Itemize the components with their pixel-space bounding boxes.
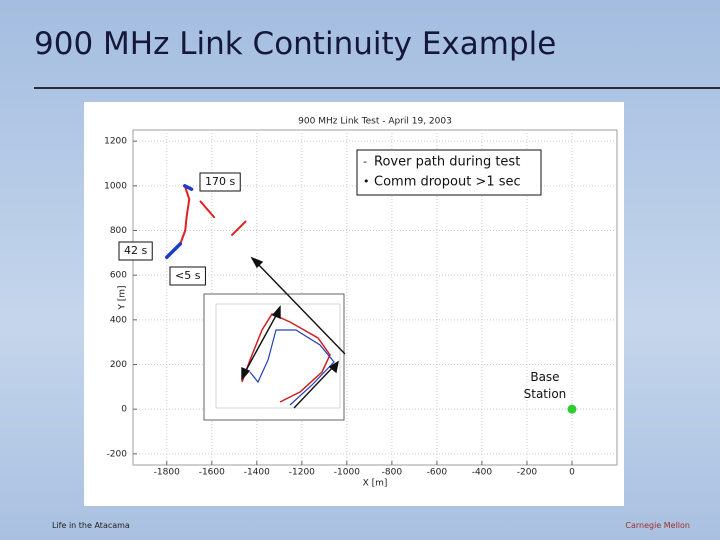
x-tick-label: -1800: [154, 468, 180, 478]
legend-box: [356, 149, 542, 196]
x-tick-label: -1000: [334, 468, 360, 478]
annotation-box: [169, 266, 206, 286]
legend-marker: •: [363, 175, 370, 188]
x-tick-label: -1200: [289, 468, 315, 478]
y-tick-label: -200: [107, 449, 128, 459]
y-tick-label: 200: [110, 360, 127, 370]
y-tick-label: 0: [121, 405, 127, 415]
y-axis-label: Y [m]: [118, 285, 128, 310]
series-line: [179, 184, 247, 245]
y-tick-label: 1000: [104, 181, 127, 191]
y-tick-label: 1200: [104, 137, 127, 147]
base-station-label: Base Station: [523, 370, 567, 401]
x-axis-label: X [m]: [363, 479, 388, 489]
arrows: [241, 256, 346, 409]
annotation: 170 s: [205, 175, 235, 188]
footer-right: Carnegie Mellon: [625, 521, 690, 530]
base-station: [567, 404, 577, 414]
footer-left: Life in the Atacama: [52, 521, 130, 530]
base-station-label-box: Base Station: [523, 370, 567, 401]
plot-frame: [132, 129, 618, 466]
annotation-box: [118, 241, 153, 261]
x-tick-label: -1600: [199, 468, 225, 478]
y-tick-label: 600: [110, 271, 127, 281]
annotation: 42 s: [124, 244, 147, 257]
legend-marker: -: [363, 155, 367, 168]
annotation: <5 s: [175, 269, 201, 282]
title-rule: [34, 87, 720, 89]
annotation-box: [199, 172, 241, 192]
legend-label: Rover path during test: [374, 155, 520, 170]
figure-panel: [84, 102, 624, 506]
y-tick-label: 800: [110, 226, 127, 236]
x-tick-label: -400: [472, 468, 493, 478]
y-tick-label: 400: [110, 315, 127, 325]
x-tick-label: 0: [569, 468, 575, 478]
x-tick-label: -800: [382, 468, 403, 478]
chart-title: 900 MHz Link Test - April 19, 2003: [298, 117, 452, 127]
x-tick-label: -600: [427, 468, 448, 478]
slide-title: 900 MHz Link Continuity Example: [34, 26, 557, 62]
series-line: [165, 184, 194, 260]
x-tick-label: -200: [517, 468, 538, 478]
x-tick-label: -1400: [244, 468, 270, 478]
legend-label: Comm dropout >1 sec: [374, 175, 521, 190]
